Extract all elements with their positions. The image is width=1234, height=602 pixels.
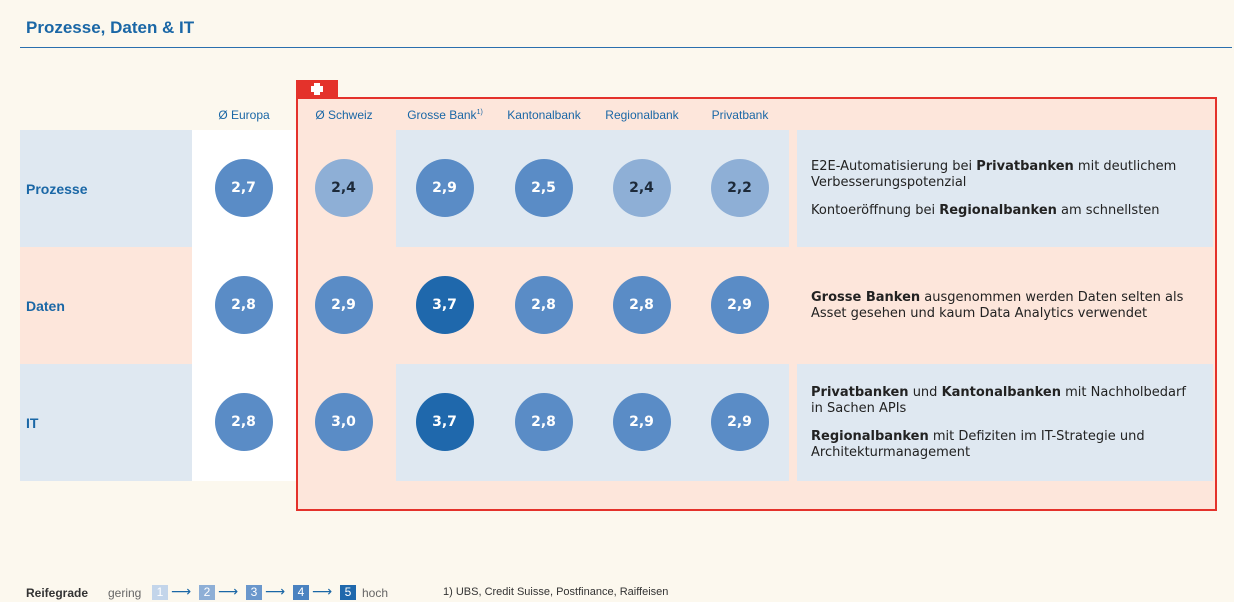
- legend-title: Reifegrade: [26, 586, 89, 600]
- comment-text: E2E-Automatisierung bei: [811, 158, 977, 174]
- comment-text: mit deutlichem Verbesserungspotenzial: [811, 158, 1177, 190]
- column-header: Kantonalbank: [494, 108, 594, 122]
- footnote: 1) UBS, Credit Suisse, Postfinance, Raif…: [443, 586, 669, 598]
- column-label: Grosse Bank: [407, 108, 477, 122]
- column-label: Ø Europa: [218, 108, 270, 122]
- score-circle: 3,0: [314, 393, 373, 451]
- legend-level: 4: [293, 585, 309, 600]
- comment-text: Kontoeröffnung bei: [811, 202, 940, 218]
- score-circle: 2,9: [710, 276, 769, 334]
- comment-text: mit Nachholbedarf in Sachen APIs: [811, 384, 1186, 416]
- legend-arrow: ⟶: [218, 584, 239, 600]
- comment-box: E2E-Automatisierung bei Privatbanken mit…: [797, 130, 1213, 247]
- comment-text: Privatbanken: [976, 158, 1074, 174]
- score-circle: 2,8: [514, 393, 573, 451]
- comment-text: Regionalbanken: [811, 428, 929, 444]
- title-rule: [20, 47, 1232, 48]
- comment-text: ausgenommen werden Daten selten als Asse…: [811, 289, 1184, 321]
- score-circle: 2,9: [612, 393, 671, 451]
- column-label: Ø Schweiz: [315, 108, 373, 122]
- comment: E2E-Automatisierung bei Privatbanken mit…: [811, 159, 1199, 191]
- score-circle: 3,7: [415, 393, 474, 451]
- legend-arrow: ⟶: [171, 584, 192, 600]
- comment-text: Privatbanken: [811, 384, 909, 400]
- column-label: Regionalbank: [605, 108, 679, 122]
- comment-text: Regionalbanken: [939, 202, 1057, 218]
- comment-text: und: [908, 384, 942, 400]
- column-header: Ø Europa: [194, 108, 294, 122]
- legend-level: 3: [246, 585, 262, 600]
- comment: Privatbanken und Kantonalbanken mit Nach…: [811, 385, 1199, 417]
- column-label: Kantonalbank: [507, 108, 581, 122]
- column-label: Privatbank: [711, 108, 769, 122]
- comment: Grosse Banken ausgenommen werden Daten s…: [811, 290, 1199, 322]
- score-circle: 2,4: [314, 159, 373, 217]
- column-header: Grosse Bank1): [395, 108, 495, 122]
- comment-text: am schnellsten: [1056, 202, 1160, 218]
- score-circle: 2,2: [710, 159, 769, 217]
- comment-text: Kantonalbanken: [941, 384, 1061, 400]
- row-label: Prozesse: [20, 130, 192, 247]
- score-circle: 2,9: [314, 276, 373, 334]
- score-circle: 2,4: [612, 159, 671, 217]
- score-circle: 2,8: [612, 276, 671, 334]
- score-circle: 2,5: [514, 159, 573, 217]
- flag-cross: [311, 83, 323, 95]
- title: Prozesse, Daten & IT: [26, 18, 195, 37]
- column-header: Ø Schweiz: [294, 108, 394, 122]
- row-label: Daten: [20, 247, 192, 364]
- column-note: 1): [476, 109, 483, 116]
- score-circle: 2,8: [514, 276, 573, 334]
- legend-arrow: ⟶: [265, 584, 286, 600]
- column-header: Regionalbank: [592, 108, 692, 122]
- score-circle: 2,9: [415, 159, 474, 217]
- comment: Kontoeröffnung bei Regionalbanken am sch…: [811, 203, 1199, 219]
- column-header: Privatbank: [690, 108, 790, 122]
- comment-text: Grosse Banken: [811, 289, 921, 305]
- comment-text: mit Defiziten im IT-Strategie und Archit…: [811, 428, 1145, 460]
- legend-low: gering: [108, 586, 142, 600]
- score-circle: 2,7: [214, 159, 273, 217]
- score-circle: 2,8: [214, 393, 273, 451]
- row-label: IT: [20, 364, 192, 481]
- legend-high: hoch: [362, 586, 389, 600]
- legend-level: 2: [199, 585, 215, 600]
- legend-level: 1: [152, 585, 168, 600]
- swiss-flag: [296, 80, 338, 98]
- legend-arrow: ⟶: [312, 584, 333, 600]
- comment: Regionalbanken mit Defiziten im IT-Strat…: [811, 429, 1199, 461]
- comment-box: Grosse Banken ausgenommen werden Daten s…: [797, 247, 1213, 364]
- score-circle: 2,9: [710, 393, 769, 451]
- score-circle: 2,8: [214, 276, 273, 334]
- score-circle: 3,7: [415, 276, 474, 334]
- comment-box: Privatbanken und Kantonalbanken mit Nach…: [797, 364, 1213, 481]
- legend-level: 5: [340, 585, 356, 600]
